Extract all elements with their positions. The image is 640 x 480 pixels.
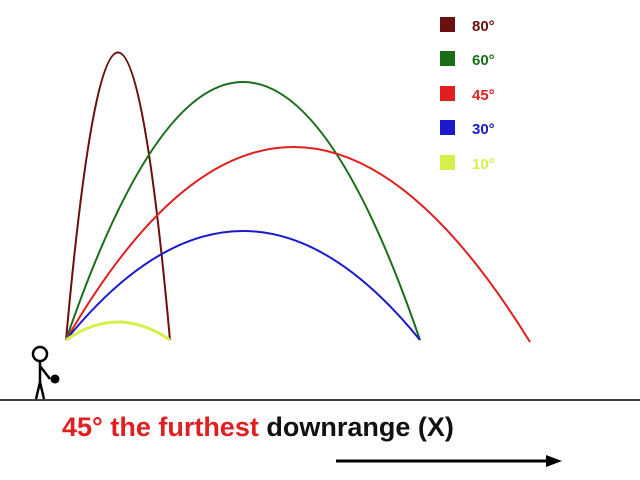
legend-swatch-10 [440,155,455,170]
legend-swatch-45 [440,86,455,101]
legend-item-80: 80° [440,17,495,35]
figure-head [31,345,49,363]
arrow-right-icon [336,455,562,467]
trajectory-80 [65,51,171,341]
legend: 80° 60° 45° 30° 10° [440,17,495,173]
figure-arm [39,365,51,380]
legend-label-10: 10° [472,156,495,173]
trajectory-45 [65,146,531,343]
trajectory-60 [65,81,421,341]
stick-figure-icon [31,345,51,400]
legend-label-45: 45° [472,87,495,104]
ball-icon [50,374,60,384]
trajectory-30 [65,230,421,341]
legend-label-60: 60° [472,52,495,69]
figure-leg-right [38,381,46,400]
caption-rest: downrange (X) [266,412,454,442]
arrow-head [546,455,562,467]
legend-item-45: 45° [440,86,495,104]
legend-label-80: 80° [472,18,495,35]
legend-item-30: 30° [440,120,495,138]
trajectory-10 [65,320,171,342]
caption: 45° the furthest downrange (X) [62,412,454,442]
legend-item-10: 10° [440,155,495,173]
legend-item-60: 60° [440,51,495,69]
legend-label-30: 30° [472,121,495,138]
legend-swatch-60 [440,51,455,66]
legend-swatch-80 [440,17,455,32]
figure-leg-left [34,381,42,400]
legend-swatch-30 [440,120,455,135]
caption-highlight: 45° the furthest [62,412,266,442]
